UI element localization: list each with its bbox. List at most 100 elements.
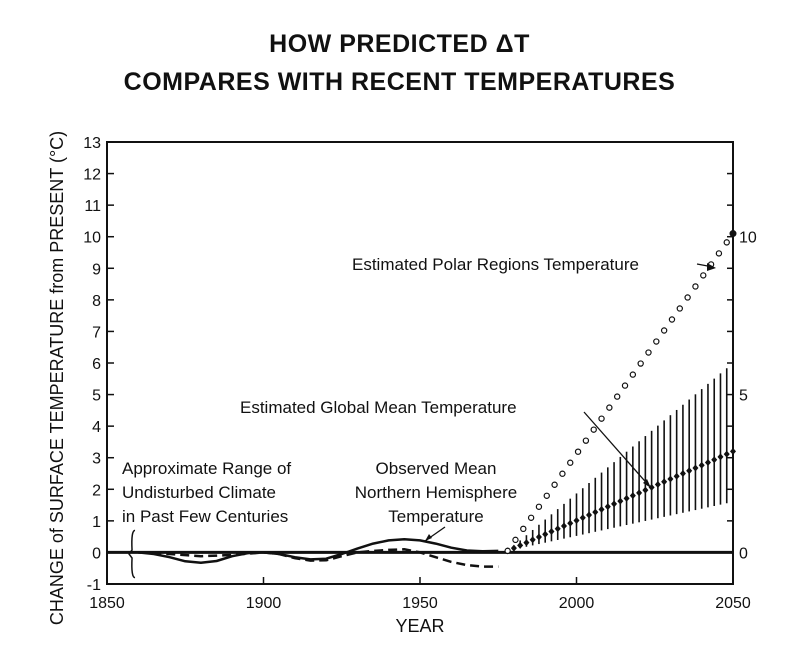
global-mean-point bbox=[535, 533, 542, 541]
global-mean-point bbox=[648, 483, 655, 491]
annotation-observed-text: Northern Hemisphere bbox=[355, 483, 518, 502]
polar-point bbox=[684, 294, 691, 301]
range-bracket bbox=[128, 529, 136, 579]
right-tick-label: 10 bbox=[739, 230, 757, 247]
global-mean-point bbox=[623, 494, 630, 502]
global-mean-point bbox=[636, 489, 643, 497]
y-tick-label: 4 bbox=[92, 419, 101, 436]
x-tick-label: 1950 bbox=[402, 595, 438, 612]
y-tick-label: -1 bbox=[87, 577, 101, 594]
series-observed-line bbox=[138, 537, 499, 565]
global-mean-point bbox=[510, 544, 517, 552]
polar-point bbox=[559, 470, 566, 477]
y-tick-label: 10 bbox=[83, 230, 101, 247]
global-mean-point bbox=[730, 447, 736, 455]
polar-point bbox=[715, 250, 723, 257]
global-mean-point bbox=[661, 478, 668, 486]
annotation-global-arrowhead bbox=[643, 479, 651, 488]
global-mean-point bbox=[642, 486, 649, 494]
polar-point bbox=[567, 459, 574, 466]
x-tick-label: 2000 bbox=[559, 595, 595, 612]
polar-point bbox=[512, 536, 519, 544]
annotation-observed-arrowhead bbox=[425, 534, 432, 541]
global-mean-point bbox=[598, 505, 605, 513]
polar-point bbox=[520, 525, 527, 533]
polar-point bbox=[535, 503, 543, 510]
global-mean-point bbox=[586, 511, 593, 519]
annotation-observed-text: Observed Mean bbox=[376, 459, 497, 478]
global-mean-point bbox=[654, 481, 661, 489]
data-layer bbox=[107, 230, 737, 568]
x-tick-label: 1850 bbox=[89, 595, 125, 612]
y-tick-label: 7 bbox=[92, 324, 101, 341]
polar-point bbox=[700, 272, 707, 279]
global-mean-point bbox=[554, 525, 561, 533]
polar-point bbox=[621, 382, 629, 389]
chart-title: HOW PREDICTED ΔT bbox=[269, 30, 530, 58]
chart-subtitle: COMPARES WITH RECENT TEMPERATURES bbox=[123, 68, 676, 96]
global-mean-point bbox=[686, 467, 693, 475]
global-mean-point bbox=[579, 514, 586, 522]
y-tick-label: 3 bbox=[92, 451, 101, 468]
y-tick-label: 6 bbox=[92, 356, 101, 373]
global-mean-point bbox=[704, 458, 711, 466]
global-mean-point bbox=[604, 503, 611, 511]
global-mean-point bbox=[611, 500, 618, 508]
y-tick-label: 12 bbox=[83, 167, 101, 184]
annotation-polar-arrowhead bbox=[707, 263, 716, 271]
polar-point bbox=[504, 547, 511, 555]
polar-point bbox=[723, 239, 730, 246]
y-tick-label: 8 bbox=[92, 293, 101, 310]
polar-point bbox=[653, 338, 660, 345]
polar-point bbox=[606, 404, 613, 411]
annotation-polar-text: Estimated Polar Regions Temperature bbox=[352, 255, 639, 274]
polar-point bbox=[660, 327, 668, 334]
polar-point bbox=[590, 426, 597, 433]
polar-point bbox=[692, 283, 699, 290]
polar-point bbox=[543, 492, 550, 499]
global-mean-point bbox=[567, 519, 574, 527]
polar-point bbox=[637, 360, 644, 367]
global-mean-point bbox=[629, 492, 636, 500]
global-mean-point bbox=[592, 508, 599, 516]
annotation-layer: Approximate Range of Undisturbed Climate i… bbox=[122, 255, 716, 579]
global-mean-point bbox=[667, 475, 674, 483]
global-mean-point bbox=[517, 541, 524, 549]
global-mean-point bbox=[542, 530, 549, 538]
polar-point bbox=[629, 371, 637, 378]
right-tick-label: 0 bbox=[739, 545, 748, 562]
y-tick-label: 5 bbox=[92, 388, 101, 405]
global-mean-point bbox=[529, 536, 536, 544]
global-mean-point bbox=[573, 516, 580, 524]
x-axis-title: YEAR bbox=[395, 616, 444, 636]
polar-point bbox=[645, 349, 652, 356]
y-tick-label: 1 bbox=[92, 514, 101, 531]
global-mean-point bbox=[698, 461, 705, 469]
annotation-range-text: Approximate Range of bbox=[122, 459, 291, 478]
global-mean-point bbox=[717, 453, 724, 461]
annotation-global-text: Estimated Global Mean Temperature bbox=[240, 398, 517, 417]
polar-point bbox=[668, 316, 676, 323]
x-tick-label: 1900 bbox=[246, 595, 282, 612]
global-mean-point bbox=[723, 450, 730, 458]
polar-point bbox=[598, 415, 605, 422]
polar-point bbox=[582, 437, 590, 444]
global-mean-point bbox=[560, 522, 567, 530]
global-mean-point bbox=[673, 472, 680, 480]
polar-end-point bbox=[729, 230, 737, 238]
polar-point bbox=[551, 481, 558, 488]
global-mean-point bbox=[692, 464, 699, 472]
y-axis-title: CHANGE of SURFACE TEMPERATURE from PRESE… bbox=[47, 131, 67, 625]
y-tick-label: 0 bbox=[92, 545, 101, 562]
right-tick-label: 5 bbox=[739, 388, 748, 405]
annotation-range-text: Undisturbed Climate bbox=[122, 483, 276, 502]
global-mean-point bbox=[711, 456, 718, 464]
global-mean-point bbox=[523, 539, 530, 547]
polar-point bbox=[574, 448, 582, 455]
y-tick-label: 2 bbox=[92, 482, 101, 499]
global-mean-point bbox=[548, 528, 555, 536]
y-tick-label: 11 bbox=[84, 198, 101, 215]
annotation-global-pointer bbox=[583, 411, 652, 489]
